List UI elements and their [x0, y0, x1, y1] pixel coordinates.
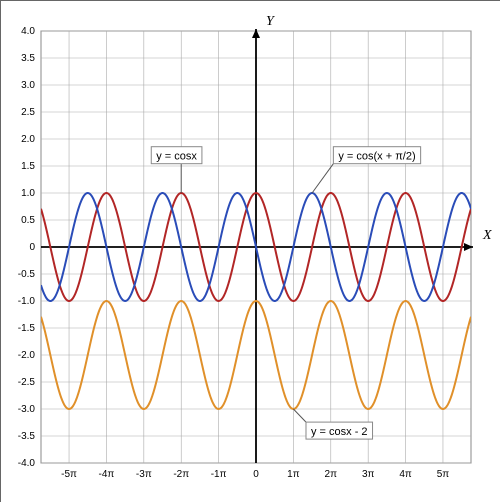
trig-chart: -5π -4π -3π -2π -1π 0 1π 2π 3π 4π 5π -4.0 -3.5 -3.0 -2…	[1, 1, 500, 503]
y-tick-label: 3.5	[21, 53, 35, 64]
annotation-label: y = cos(x + π/2)	[338, 151, 415, 163]
x-tick-label: 3π	[362, 469, 375, 480]
y-tick-label: 0	[29, 242, 35, 253]
annotation-label: y = cosx - 2	[311, 426, 368, 438]
chart-container: -5π -4π -3π -2π -1π 0 1π 2π 3π 4π 5π -4.0 -3.5 -3.0 -2…	[0, 0, 500, 502]
x-tick-label: 5π	[437, 469, 450, 480]
annotation-label: y = cosx	[156, 151, 197, 163]
x-tick-label: 4π	[399, 469, 412, 480]
y-tick-label: -4.0	[18, 458, 36, 469]
y-tick-label: 1.5	[21, 161, 35, 172]
x-axis-label: X	[482, 228, 492, 243]
y-tick-label: -3.5	[18, 431, 36, 442]
x-tick-label: 0	[253, 469, 259, 480]
x-tick-label: -1π	[211, 469, 227, 480]
x-tick-label: -3π	[136, 469, 152, 480]
x-tick-label: -4π	[99, 469, 115, 480]
y-tick-label: -2.0	[18, 350, 36, 361]
x-tick-label: 2π	[325, 469, 338, 480]
y-tick-label: 2.5	[21, 107, 35, 118]
y-tick-label: -1.0	[18, 296, 36, 307]
x-tick-label: -5π	[61, 469, 77, 480]
y-tick-label: -1.5	[18, 323, 36, 334]
y-tick-label: 3.0	[21, 80, 35, 91]
y-tick-label: 0.5	[21, 215, 35, 226]
y-tick-label: -3.0	[18, 404, 36, 415]
y-tick-label: -2.5	[18, 377, 36, 388]
y-tick-label: 2.0	[21, 134, 35, 145]
x-tick-label: 1π	[287, 469, 300, 480]
x-tick-label: -2π	[173, 469, 189, 480]
y-tick-label: 1.0	[21, 188, 35, 199]
y-tick-label: -0.5	[18, 269, 36, 280]
y-tick-label: 4.0	[21, 26, 35, 37]
